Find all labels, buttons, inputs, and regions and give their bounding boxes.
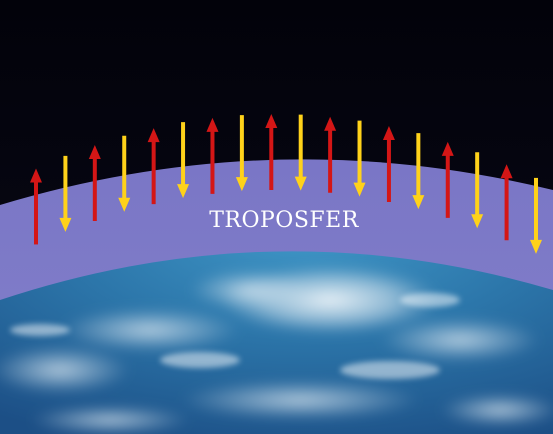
arrow-up-1: [30, 168, 42, 245]
radiation-arrows: [30, 114, 542, 254]
arrow-up-3: [88, 145, 101, 222]
arrow-up-13: [382, 126, 395, 203]
arrow-down-18: [530, 177, 542, 254]
arrow-up-7: [206, 117, 219, 194]
earth-surface: [0, 251, 553, 434]
arrow-down-4: [118, 135, 131, 212]
arrow-down-2: [59, 155, 72, 232]
arrow-up-17: [500, 164, 513, 241]
arrow-down-12: [353, 120, 366, 197]
arrow-down-6: [177, 122, 190, 199]
arrow-up-15: [441, 141, 454, 218]
arrow-down-10: [294, 114, 307, 191]
arrow-up-11: [324, 116, 337, 193]
arrow-down-8: [235, 115, 248, 192]
arrow-down-14: [412, 133, 425, 210]
troposphere-label: TROPOSFER: [209, 208, 360, 233]
arrow-down-16: [471, 152, 484, 229]
arrow-up-9: [265, 114, 278, 191]
arrow-up-5: [147, 128, 160, 205]
